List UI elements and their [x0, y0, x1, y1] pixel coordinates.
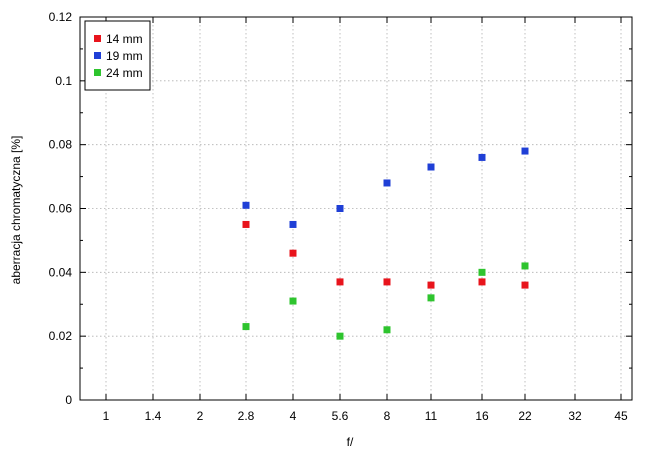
x-tick-label: 1	[103, 409, 110, 423]
legend-label: 24 mm	[106, 66, 143, 80]
y-tick-label: 0.04	[49, 265, 73, 279]
y-tick-label: 0.06	[49, 202, 73, 216]
data-point	[336, 205, 344, 212]
y-tick-label: 0.1	[55, 74, 72, 88]
y-tick-label: 0.02	[49, 329, 73, 343]
x-tick-label: 5.6	[332, 409, 349, 423]
data-point	[521, 147, 529, 155]
data-point	[427, 294, 435, 302]
y-axis-label: aberracja chromatyczna [%]	[9, 136, 23, 285]
legend-items: 14 mm 19 mm 24 mm	[94, 32, 143, 80]
data-point	[383, 326, 391, 334]
data-point	[242, 201, 250, 209]
data-point	[383, 179, 391, 187]
x-tick-labels: 1 1.4 2 2.8 4 5.6 8 11 16 22 32 45	[103, 409, 628, 423]
x-tick-label: 2	[197, 409, 204, 423]
x-tick-label: 22	[518, 409, 532, 423]
legend-label: 19 mm	[106, 49, 143, 63]
x-tick-label: 4	[290, 409, 297, 423]
data-point	[521, 281, 529, 289]
x-tick-label: 16	[475, 409, 489, 423]
grid-lines	[80, 17, 632, 400]
data-point	[521, 262, 529, 270]
plot-frame	[79, 16, 633, 401]
data-point	[383, 278, 391, 286]
data-points	[242, 147, 529, 340]
data-point	[242, 323, 250, 331]
axis-ticks	[80, 16, 632, 401]
x-tick-label: 45	[614, 409, 628, 423]
y-tick-labels: 0 0.02 0.04 0.06 0.08 0.1 0.12	[49, 10, 73, 407]
data-point	[336, 278, 344, 286]
data-point	[478, 153, 486, 161]
legend-marker	[94, 69, 101, 76]
x-tick-label: 32	[568, 409, 582, 423]
data-point	[289, 249, 297, 257]
x-tick-label: 1.4	[145, 409, 162, 423]
data-point	[289, 220, 297, 228]
y-tick-label: 0.12	[49, 10, 73, 24]
x-tick-label: 11	[425, 409, 438, 423]
y-tick-label: 0	[65, 393, 72, 407]
data-point	[478, 268, 486, 276]
data-point	[427, 281, 435, 289]
legend: 14 mm 19 mm 24 mm	[84, 20, 151, 91]
data-point	[336, 332, 344, 340]
y-tick-label: 0.08	[49, 138, 73, 152]
legend-marker	[94, 52, 101, 59]
data-point	[289, 297, 297, 305]
data-point	[478, 278, 486, 286]
legend-label: 14 mm	[106, 32, 143, 46]
legend-marker	[94, 35, 101, 42]
x-tick-label: 2.8	[238, 409, 255, 423]
data-point	[427, 163, 435, 171]
x-tick-label: 8	[384, 409, 391, 423]
x-axis-label: f/	[347, 435, 354, 449]
data-point	[242, 220, 250, 228]
